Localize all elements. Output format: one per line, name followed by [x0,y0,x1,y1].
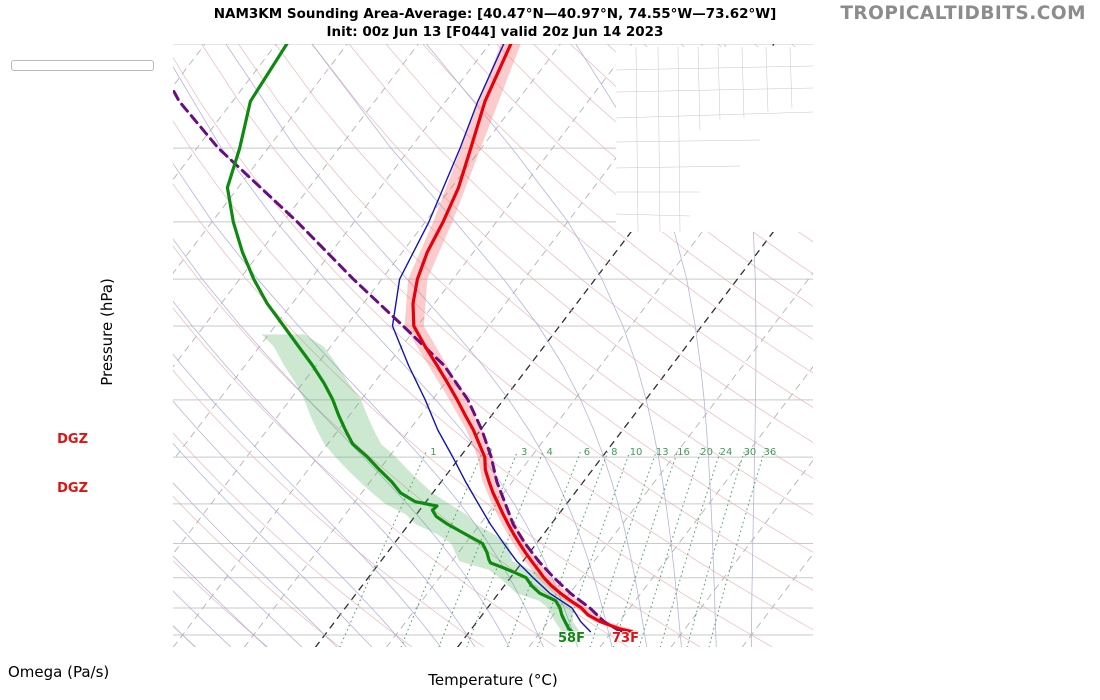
mixing-ratio-label: 13 [656,447,669,458]
surface-dewpoint-label: 58F [558,631,585,646]
dewpoint-line [225,44,574,634]
parcel-path-line [173,86,623,634]
mixing-ratio-label: 36 [763,447,776,458]
mixing-ratio-lines [339,451,765,647]
mixing-ratio-label: 30 [744,447,757,458]
mixing-ratio-label: 10 [630,447,643,458]
title-line1: NAM3KM Sounding Area-Average: [40.47°N—4… [213,6,777,22]
page-title: NAM3KM Sounding Area-Average: [40.47°N—4… [150,5,840,41]
wetbulb-line [391,44,592,633]
mixing-ratio-label: 16 [677,447,690,458]
skewt-ylabel: Pressure (hPa) [98,278,116,386]
dewpoint-iqr-band [261,334,580,632]
skewt-xlabel: Temperature (°C) [428,671,558,689]
mixing-ratio-label: 20 [700,447,713,458]
dgz-label-lower: DGZ [57,481,88,496]
skewt-plot-area: 12346810131620243036 [173,44,813,647]
omega-xlabel: Omega (Pa/s) [8,663,110,681]
title-line2: Init: 00z Jun 13 [F044] valid 20z Jun 14… [326,24,664,40]
mixing-ratio-label: 24 [720,447,733,458]
surface-temp-label: 73F [612,631,639,646]
dgz-label-upper: DGZ [57,432,88,447]
inset-map [616,47,813,232]
mixing-ratio-label: 3 [521,447,527,458]
pseudoadiabat-lines [173,44,757,647]
isotherm-lines [173,44,813,647]
temperature-iqr-band [404,44,641,632]
dry-adiabat-lines [173,44,813,647]
mixing-ratio-label: 1 [430,447,436,458]
mixing-ratio-label: 4 [547,447,553,458]
mixing-ratio-label: 6 [584,447,590,458]
temperature-line [411,44,634,634]
mixing-ratio-label: 8 [611,447,617,458]
watermark: TROPICALTIDBITS.COM [840,3,1086,24]
legend [11,60,154,71]
map-county-lines [616,47,813,232]
